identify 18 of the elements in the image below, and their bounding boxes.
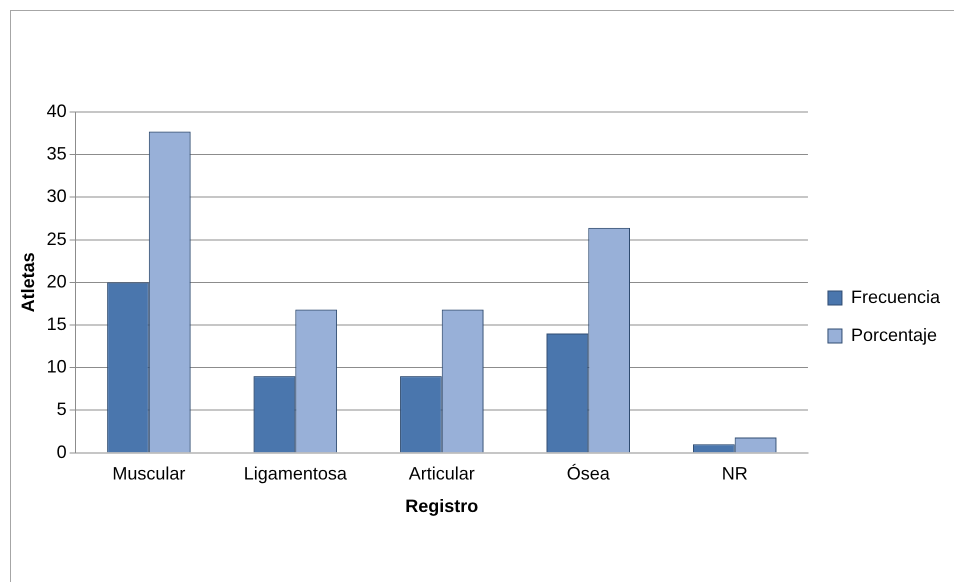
y-tick-label: 15 (46, 314, 67, 334)
y-tick-label: 35 (46, 144, 67, 164)
y-tick-label: 25 (46, 228, 67, 249)
x-tick-label: Muscular (112, 464, 186, 484)
legend-label: Frecuencia (850, 286, 941, 307)
y-tick-label: 0 (56, 442, 67, 462)
y-tick-label: 10 (46, 356, 67, 377)
legend-label: Porcentaje (850, 324, 938, 345)
y-tick-label: 40 (46, 100, 67, 121)
y-tick-label: 30 (46, 186, 67, 206)
y-tick-label: 20 (46, 271, 67, 292)
x-tick-label: Ósea (566, 464, 611, 484)
x-tick-label: Articular (408, 464, 475, 484)
y-axis-title: Atletas (18, 252, 38, 312)
x-tick-label: NR (722, 464, 748, 484)
x-tick-label: Ligamentosa (244, 464, 348, 484)
y-tick-label: 5 (56, 399, 67, 420)
x-axis-title: Registro (405, 496, 478, 516)
